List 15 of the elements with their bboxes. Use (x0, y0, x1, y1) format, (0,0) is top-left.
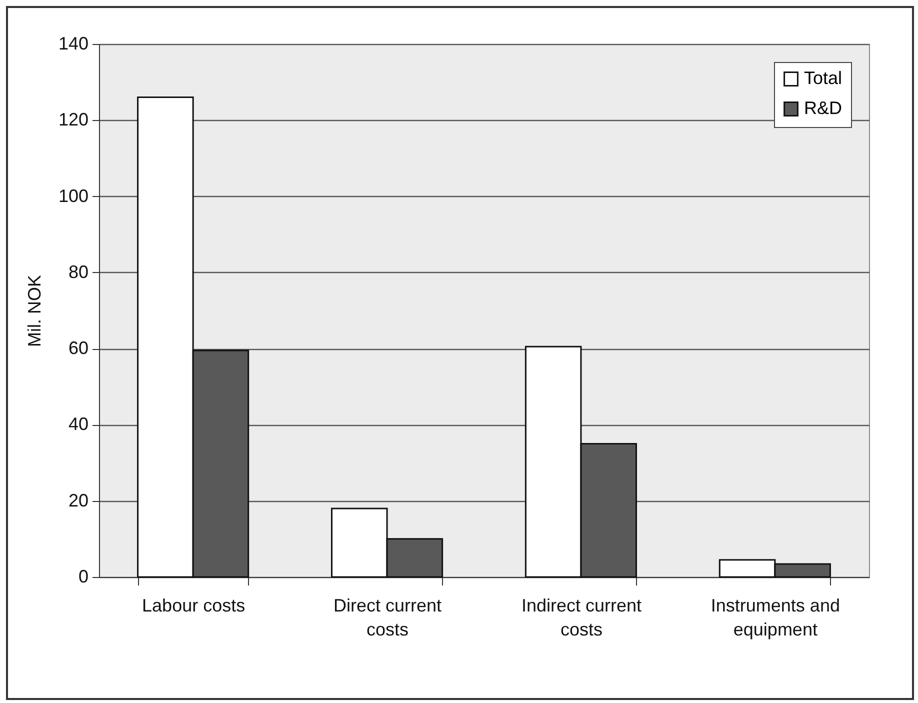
y-tick-label: 0 (78, 566, 88, 586)
y-tick-label: 20 (68, 490, 88, 510)
x-tick-label: Indirect current costs (521, 596, 642, 640)
x-tick-label: Instruments and equipment (710, 596, 840, 640)
y-axis-title: Mil. NOK (24, 275, 44, 347)
y-tick-label: 40 (68, 414, 88, 434)
legend-label: Total (804, 68, 842, 88)
legend-label: R&D (804, 98, 842, 118)
y-tick-label: 60 (68, 338, 88, 358)
y-tick-label: 80 (68, 262, 88, 282)
x-tick-label: Labour costs (142, 596, 246, 616)
x-tick-label: Direct current costs (334, 596, 442, 640)
y-tick-label: 140 (58, 34, 88, 54)
y-tick-label: 120 (58, 110, 88, 130)
y-tick-label: 100 (58, 186, 88, 206)
